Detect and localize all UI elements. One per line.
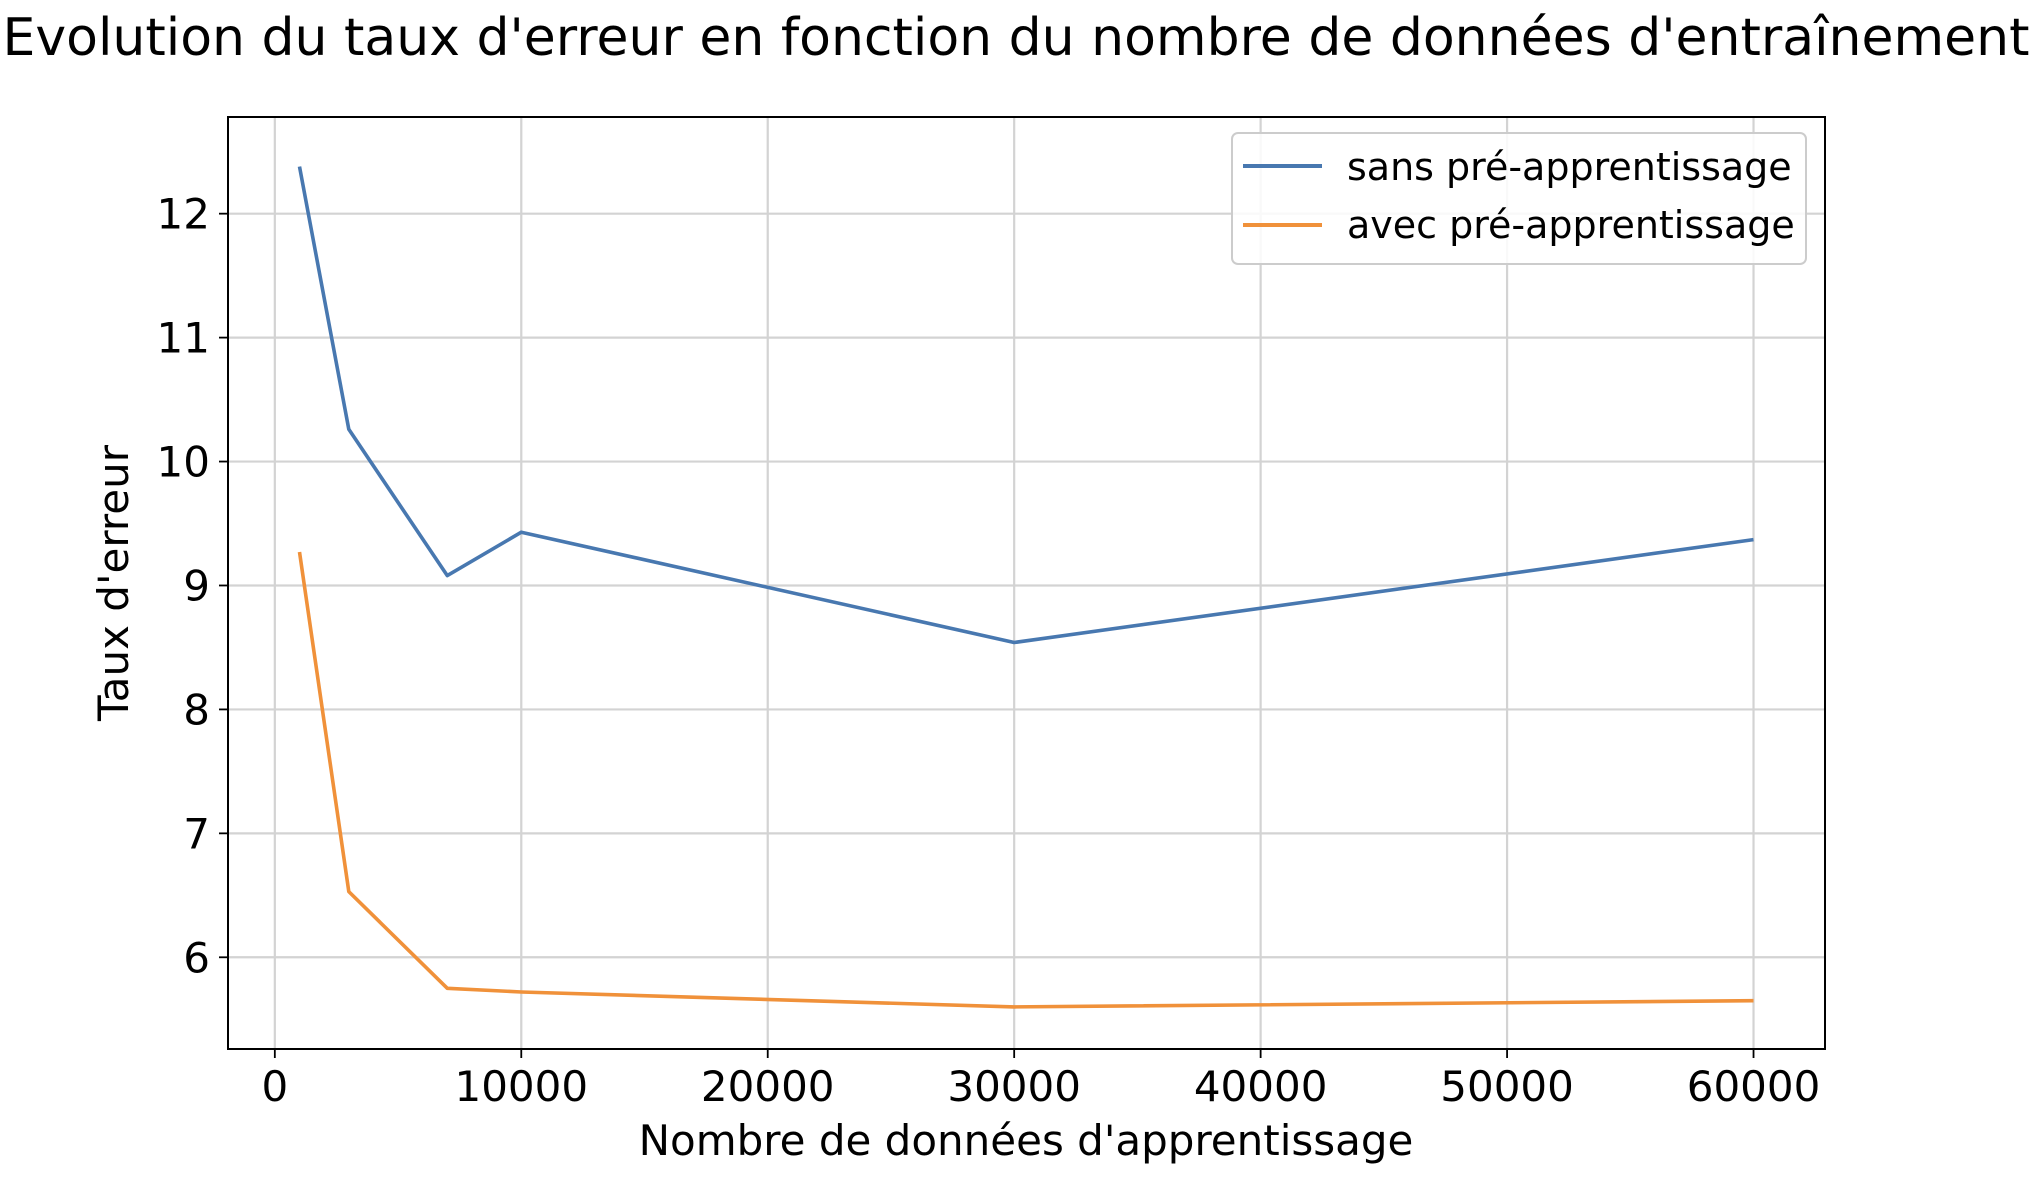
x-tick-label: 60000 (1687, 1062, 1821, 1111)
y-tick-label: 6 (183, 933, 210, 982)
y-tick-label: 10 (157, 438, 210, 487)
y-axis-label: Taux d'erreur (89, 444, 138, 722)
plot-frame (227, 116, 1826, 1050)
series-lines (297, 166, 1754, 1009)
y-tick-label: 8 (183, 685, 210, 734)
legend-box (1231, 132, 1807, 265)
x-tick-label: 10000 (454, 1062, 588, 1111)
chart-title: Evolution du taux d'erreur en fonction d… (3, 8, 2030, 68)
y-tick-label: 9 (183, 561, 210, 610)
x-tick-label: 0 (261, 1062, 288, 1111)
y-tick-label: 7 (183, 809, 210, 858)
axis-ticks: 0 10000 20000 30000 40000 50000 60000 6 7 8 9 10 11 1… (157, 190, 1821, 1111)
legend-label-sans: sans pré-apprentissage (1347, 145, 1792, 189)
x-tick-label: 30000 (947, 1062, 1081, 1111)
x-axis-label: Nombre de données d'apprentissage (639, 1116, 1414, 1165)
series-line-sans (297, 166, 1754, 645)
series-line-avec (297, 551, 1754, 1009)
legend: sans pré-apprentissage avec pré-apprenti… (1231, 132, 1807, 265)
legend-label-avec: avec pré-apprentissage (1347, 203, 1795, 247)
x-tick-label: 20000 (701, 1062, 835, 1111)
x-tick-label: 40000 (1194, 1062, 1328, 1111)
x-tick-label: 50000 (1440, 1062, 1574, 1111)
y-tick-label: 11 (157, 314, 210, 363)
y-tick-label: 12 (157, 190, 210, 239)
